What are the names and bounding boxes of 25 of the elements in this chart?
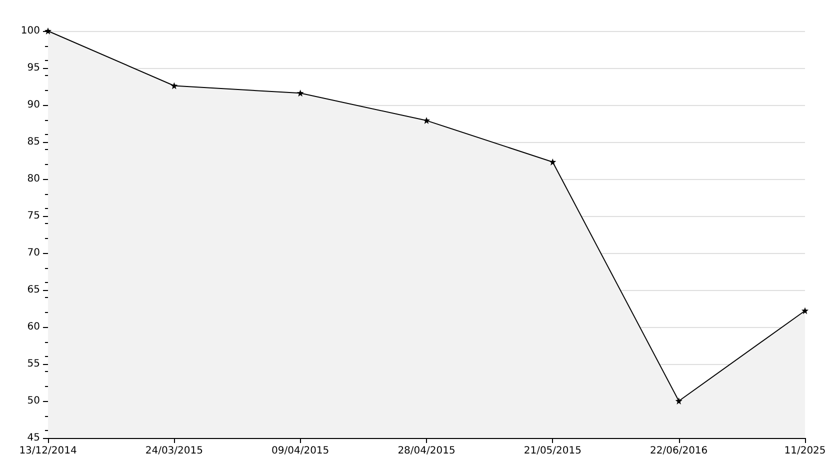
x-tick-label: 11/2025 — [784, 446, 826, 456]
point — [802, 307, 808, 314]
y-tick-label: 65 — [27, 284, 40, 296]
y-tick-label: 45 — [27, 432, 40, 444]
x-tick-label: 21/05/2015 — [524, 446, 582, 456]
y-tick-label: 75 — [27, 210, 40, 222]
point — [423, 117, 430, 124]
x-tick-label: 13/12/2014 — [19, 446, 77, 456]
point — [170, 82, 178, 90]
x-tick-label: 28/04/2015 — [398, 446, 456, 456]
point — [296, 90, 304, 97]
x-tick-label: 09/04/2015 — [272, 446, 330, 456]
x-tick-label: 24/03/2015 — [145, 446, 203, 456]
point — [675, 398, 682, 404]
y-tick-label: 95 — [27, 62, 40, 74]
y-tick-label: 90 — [27, 100, 40, 110]
y-tick-label: 70 — [27, 248, 40, 258]
y-tick-label: 60 — [27, 322, 40, 332]
y-tick-label: 100 — [20, 26, 40, 36]
y-tick-label: 80 — [27, 174, 40, 184]
point — [549, 158, 556, 166]
x-tick-label: 22/06/2016 — [650, 446, 708, 456]
y-tick-label: 85 — [27, 136, 40, 148]
y-tick-label: 55 — [27, 358, 40, 370]
y-tick-label: 50 — [27, 396, 40, 406]
